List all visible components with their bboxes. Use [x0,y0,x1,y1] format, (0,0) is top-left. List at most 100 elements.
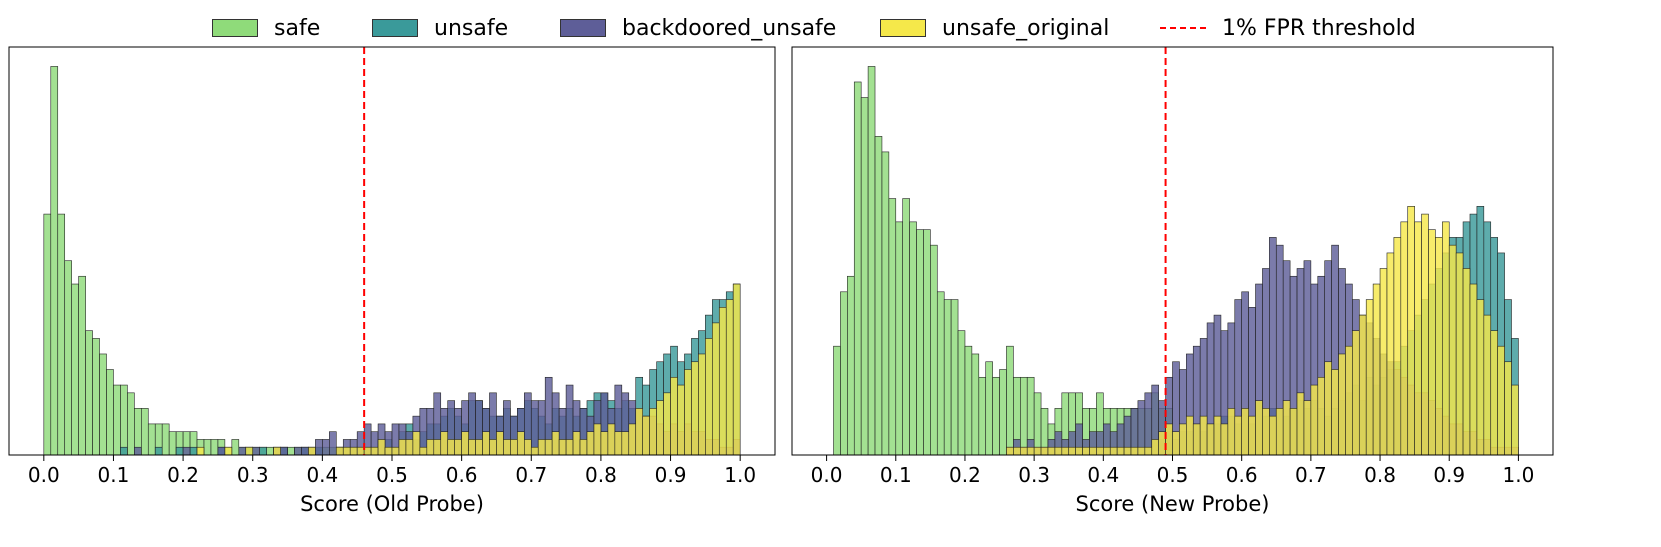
bar-unsafe_original [628,423,637,456]
x-tick-label: 0.5 [376,463,408,487]
bar-backdoored_unsafe [294,446,302,456]
bar-safe [964,345,973,456]
x-tick-label: 0.6 [446,463,478,487]
bar-unsafe_original [1165,423,1173,456]
bar-unsafe_original [1269,415,1277,456]
bar-safe [957,330,966,456]
legend-swatch [880,19,926,37]
bar-unsafe_original [273,446,281,456]
bar-unsafe_original [391,446,400,456]
bar-unsafe_original [1013,446,1021,456]
bar-unsafe_original [1096,446,1104,456]
bar-unsafe_original [1310,384,1319,456]
bar-unsafe_original [1421,213,1429,456]
x-tick-label: 0.5 [1157,463,1189,487]
bar-safe [141,408,149,456]
bar-unsafe_original [1186,415,1194,456]
bar-unsafe_original [370,446,379,456]
bar-unsafe_original [447,439,455,456]
legend-label: safe [274,15,321,41]
x-tick-label: 0.3 [237,463,269,487]
bar-unsafe_original [356,446,365,456]
bar-unsafe_original [196,446,205,456]
bar-unsafe_original [1282,400,1291,456]
bar-unsafe_original [1289,408,1298,456]
bar-unsafe_original [245,446,254,456]
bar-unsafe_original [1386,252,1395,456]
bar-safe [936,291,945,456]
bar-backdoored_unsafe [217,446,226,456]
bar-safe [57,213,66,456]
bar-unsafe_original [1234,415,1242,456]
x-tick-label: 0.6 [1226,463,1258,487]
bar-safe [1019,376,1028,456]
bar-unsafe_original [1428,229,1436,456]
histogram-panel-1: 0.0 0.1 0.2 0.3 0.4 0.5 0.6 0.7 0.8 0.9 1.0 Score (… [8,46,776,516]
x-tick-label: 0.4 [306,463,338,487]
bar-unsafe_original [1262,408,1270,456]
bar-unsafe_original [349,446,358,456]
legend-item-unsafe-original: unsafe_original [880,16,1109,41]
bar-safe [127,392,135,456]
bar-safe [203,439,212,456]
bar-unsafe_original [677,384,685,456]
bar-unsafe_original [1372,283,1381,456]
legend-item-1-fpr-threshold: 1% FPR threshold [1160,16,1416,41]
bar-backdoored_unsafe [182,446,191,456]
bar-unsafe_original [1400,221,1409,456]
bar-unsafe_original [565,439,574,456]
bar-backdoored_unsafe [315,439,323,456]
bar-unsafe_original [1331,369,1339,456]
bar-unsafe_original [1068,446,1076,456]
x-tick-label: 0.4 [1087,463,1119,487]
bar-safe [1006,345,1014,456]
bar-unsafe_original [530,446,539,456]
bar-backdoored_unsafe [530,400,539,456]
bar-backdoored_unsafe [134,446,142,456]
bar-unsafe_original [1227,408,1236,456]
bar-unsafe_original [440,431,449,456]
bar-safe [978,376,987,456]
bar-unsafe_original [600,431,609,456]
bar-unsafe_original [1379,268,1388,456]
bar-unsafe_original [1448,244,1457,456]
bar-unsafe_original [384,446,393,456]
bar-unsafe_original [663,392,671,456]
bar-unsafe_original [718,307,727,456]
bar-unsafe_original [1255,400,1263,456]
bar-unsafe [154,446,163,456]
x-tick-label: 1.0 [1503,463,1535,487]
bar-unsafe_original [1393,237,1402,456]
bar-unsafe_original [732,283,741,456]
legend-swatch [1160,27,1206,29]
bar-unsafe_original [1324,361,1332,456]
bar-backdoored_unsafe [1137,400,1146,456]
bar-unsafe_original [1019,446,1028,456]
bar-safe [50,66,59,456]
bar-safe [99,353,107,456]
bar-unsafe_original [635,408,643,456]
bar-unsafe_original [1317,376,1326,456]
bar-unsafe_original [1338,353,1346,456]
bar-safe [909,221,917,456]
bar-unsafe_original [398,439,407,456]
bar-unsafe_original [579,439,588,456]
bar-unsafe_original [454,439,462,456]
x-tick-label: 0.0 [811,463,843,487]
bar-unsafe_original [621,431,630,456]
bar-unsafe_original [670,376,678,456]
bar-backdoored_unsafe [329,431,337,456]
legend: safe unsafe backdoored_unsafe unsafe_origin… [0,8,1661,48]
bar-unsafe_original [1497,345,1505,456]
x-tick-label: 0.9 [1433,463,1465,487]
bar-unsafe_original [1040,446,1049,456]
bar-safe [943,299,952,456]
bar-safe [161,423,170,456]
bar-safe [950,299,959,456]
bar-safe [867,66,876,456]
bar-safe [78,275,86,456]
bar-unsafe_original [1075,446,1083,456]
bar-backdoored_unsafe [322,439,330,456]
legend-item-unsafe: unsafe [372,16,508,41]
